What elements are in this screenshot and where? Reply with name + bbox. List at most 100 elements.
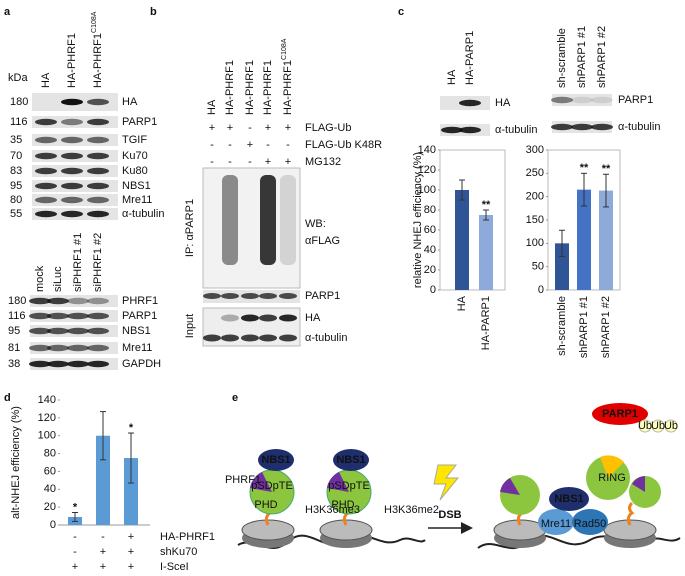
band (61, 98, 83, 106)
y-tick-label: 140 (418, 144, 436, 156)
band (571, 96, 593, 104)
condition-label: I-SceI (160, 561, 189, 573)
band (29, 297, 51, 305)
band (87, 98, 109, 106)
ub (651, 419, 665, 433)
x-tick-label: shPARP1 #1 (578, 296, 590, 358)
kda: 180 (10, 96, 28, 108)
band (259, 334, 277, 342)
sign: + (285, 122, 291, 134)
smear (222, 175, 238, 265)
condition-label: FLAG-Ub K48R (305, 139, 382, 151)
diagram-label: Rad50 (574, 518, 606, 530)
band (241, 334, 259, 342)
lane-label: siPHRF1 #1 (72, 233, 84, 292)
band (29, 312, 51, 320)
label: kDa (8, 72, 28, 84)
band (47, 297, 69, 305)
y-tick-label: 50 (532, 261, 544, 273)
sign: - (73, 546, 77, 558)
lane-name: HA-PHRF1 (66, 33, 78, 88)
band (87, 167, 109, 175)
row-label: PARP1 (305, 290, 340, 302)
sign: + (227, 122, 233, 134)
band (67, 360, 89, 368)
lane-label: HA (206, 99, 218, 115)
band (87, 312, 109, 320)
lightning (433, 464, 460, 501)
y-tick-label: 20 (44, 501, 56, 513)
row-label: α-tubulin (122, 208, 164, 220)
lane-name: HA-PHRF1 (224, 60, 236, 115)
lane-label: siLuc (52, 266, 64, 292)
band (87, 360, 109, 368)
kda: 38 (8, 358, 20, 370)
sign: + (285, 156, 291, 168)
y-tick-label: 100 (418, 184, 436, 196)
significance: * (129, 422, 134, 434)
lane-label: HA-PHRF1 (224, 60, 236, 115)
band (221, 314, 239, 322)
kda: 35 (10, 134, 22, 146)
sign: - (248, 156, 252, 168)
row-label: TGIF (122, 134, 147, 146)
diagram-label: NBS1 (261, 454, 290, 466)
domain (500, 478, 520, 495)
significance: ** (580, 162, 589, 174)
x-tick-label: sh-scramble (556, 296, 568, 356)
y-tick-label: 200 (526, 191, 544, 203)
band (35, 152, 57, 160)
y-tick-label: 250 (526, 167, 544, 179)
y-tick-label: 60 (44, 465, 56, 477)
diagram-label: PARP1 (602, 408, 638, 420)
diagram-label: H3K36me2 (384, 504, 439, 516)
lane-name: HA-PHRF1 (92, 33, 104, 88)
row-label: PARP1 (122, 116, 157, 128)
panel-label: b (150, 6, 157, 18)
kda: 95 (8, 325, 20, 337)
row-label: HA (305, 312, 321, 324)
band (571, 123, 593, 131)
rad50 (572, 509, 608, 535)
diagram-label: PHD (254, 499, 277, 511)
y-tick-label: 40 (424, 244, 436, 256)
ring (600, 455, 624, 478)
diagram-label: Ub (664, 420, 678, 432)
sign: - (228, 139, 232, 151)
domain (327, 472, 349, 492)
row-label: Mre11 (122, 342, 152, 354)
y-tick-label: 60 (424, 224, 436, 236)
sign: - (210, 156, 214, 168)
label: Input (184, 314, 196, 338)
histone-tail (626, 501, 635, 526)
row-label: GAPDH (122, 358, 161, 370)
band (87, 344, 109, 352)
y-axis-label: alt-NHEJ efficiency (%) (10, 406, 22, 519)
nbs1 (333, 449, 369, 471)
row-label: HA (122, 96, 138, 108)
smear (260, 175, 276, 265)
y-tick-label: 140 (38, 394, 56, 406)
kda: 95 (10, 180, 22, 192)
sign: + (209, 122, 215, 134)
x-tick-label: HA (456, 295, 468, 311)
band (61, 167, 83, 175)
band (87, 118, 109, 126)
band (87, 210, 109, 218)
row-label: Ku70 (122, 150, 148, 162)
domain (250, 472, 272, 492)
row-label: Ku80 (122, 165, 148, 177)
band (221, 293, 239, 299)
row-label: PARP1 (122, 310, 157, 322)
ub (664, 419, 678, 433)
band (87, 297, 109, 305)
lane-name: HA (40, 72, 52, 88)
band (591, 123, 613, 131)
band (87, 152, 109, 160)
kda: 116 (8, 310, 26, 322)
band (203, 293, 221, 299)
condition-label: FLAG-Ub (305, 122, 351, 134)
diagram-label: RING (598, 472, 626, 484)
bar (124, 458, 138, 525)
bar (555, 243, 569, 290)
